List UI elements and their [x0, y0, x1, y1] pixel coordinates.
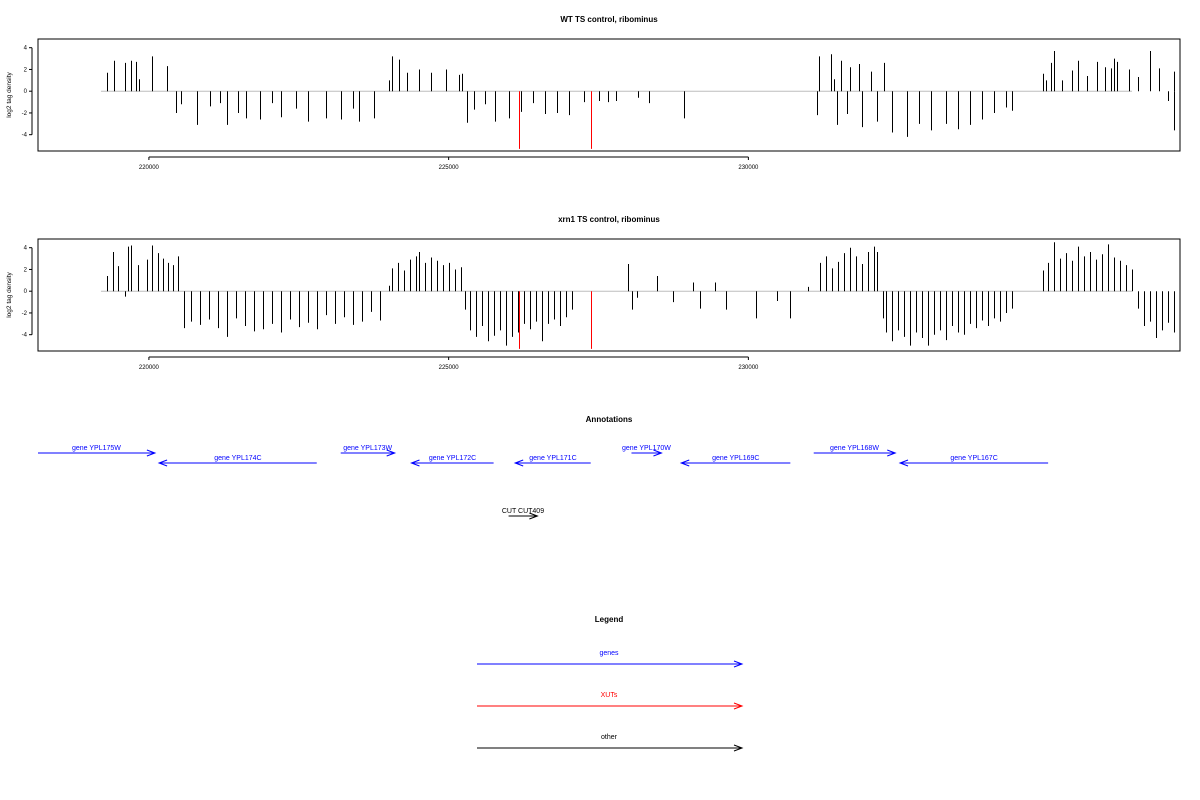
- x-tick-label: 225000: [439, 365, 460, 371]
- panel-title: xrn1 TS control, ribominus: [558, 215, 660, 224]
- arrow-head: [410, 459, 420, 467]
- axes: 4 2 0 -2 -4 220000 225000 230000: [22, 246, 759, 371]
- axes: 4 2 0 -2 -4 220000 225000 230000: [22, 46, 759, 171]
- x-tick-label: 225000: [439, 165, 460, 171]
- annotation-label: CUT CUT409: [502, 508, 544, 515]
- arrow-head: [733, 702, 744, 710]
- plot-frame: [37, 38, 1181, 152]
- annotation-gene-ypl168w: gene YPL168W: [813, 445, 897, 457]
- panel-title: WT TS control, ribominus: [560, 15, 658, 24]
- annotation-gene-ypl175w: gene YPL175W: [38, 445, 157, 457]
- xrn1-ts-control-panel: xrn1 TS control, ribominus log2 tag dens…: [6, 215, 1181, 371]
- y-tick-label: 0: [24, 289, 28, 295]
- bar-series: [100, 50, 1175, 149]
- annotation-gene-ypl169c: gene YPL169C: [679, 455, 791, 467]
- y-tick-label: 0: [24, 89, 28, 95]
- arrow-head: [653, 449, 663, 457]
- annotation-label: gene YPL175W: [72, 445, 121, 452]
- legend-title: Legend: [595, 615, 624, 624]
- annotation-label: gene YPL170W: [622, 445, 671, 452]
- y-tick-label: -4: [22, 133, 28, 139]
- legend: Legend genes XUTs other: [477, 615, 744, 752]
- arrow-head: [733, 744, 744, 752]
- arrow-head: [887, 449, 897, 457]
- annotation-gene-ypl174c: gene YPL174C: [157, 455, 317, 467]
- legend-items: genes XUTs other: [477, 650, 744, 752]
- legend-item-genes: genes: [477, 650, 744, 668]
- y-tick-label: 2: [24, 67, 28, 73]
- plot-frame: [37, 238, 1181, 352]
- legend-label: genes: [599, 650, 619, 657]
- arrow-head: [386, 449, 397, 457]
- y-axis-label: log2 tag density: [6, 271, 13, 317]
- y-axis-label: log2 tag density: [6, 71, 13, 117]
- y-tick-label: -2: [22, 111, 28, 117]
- x-tick-label: 220000: [139, 165, 160, 171]
- y-tick-label: -4: [22, 333, 28, 339]
- arrow-head: [679, 459, 690, 467]
- arrow-head: [529, 512, 539, 520]
- annotation-label: gene YPL168W: [830, 445, 879, 452]
- annotation-label: gene YPL173W: [343, 445, 392, 452]
- annotation-gene-ypl173w: gene YPL173W: [340, 445, 397, 457]
- annotation-label: gene YPL169C: [712, 455, 759, 462]
- annotation-gene-ypl167c: gene YPL167C: [898, 455, 1049, 467]
- x-tick-label: 230000: [738, 165, 759, 171]
- arrow-head: [157, 459, 168, 467]
- wt-ts-control-panel: WT TS control, ribominus log2 tag densit…: [6, 15, 1181, 171]
- y-tick-label: -2: [22, 311, 28, 317]
- arrow-head: [146, 449, 157, 457]
- annotation-gene-ypl171c: gene YPL171C: [513, 455, 591, 467]
- arrow-head: [898, 459, 909, 467]
- annotation-label: gene YPL171C: [529, 455, 576, 462]
- x-tick-label: 220000: [139, 365, 160, 371]
- annotation-label: gene YPL172C: [429, 455, 476, 462]
- y-tick-label: 2: [24, 267, 28, 273]
- annotation-arrows: gene YPL175W gene YPL174C gene YPL173W gene…: [38, 445, 1049, 520]
- legend-item-other: other: [477, 734, 744, 752]
- y-tick-label: 4: [24, 46, 28, 52]
- legend-item-xuts: XUTs: [477, 692, 744, 710]
- arrow-head: [733, 660, 744, 668]
- annotation-gene-ypl170w: gene YPL170W: [622, 445, 671, 457]
- bar-series: [100, 242, 1175, 349]
- annotation-label: gene YPL167C: [950, 455, 997, 462]
- annotation-cut-cut409: CUT CUT409: [502, 508, 544, 520]
- x-tick-label: 230000: [738, 365, 759, 371]
- arrow-head: [513, 459, 524, 467]
- annotations-title: Annotations: [586, 415, 633, 424]
- annotation-label: gene YPL174C: [214, 455, 261, 462]
- legend-label: other: [601, 734, 618, 741]
- legend-label: XUTs: [601, 692, 618, 699]
- annotation-gene-ypl172c: gene YPL172C: [410, 455, 494, 467]
- y-tick-label: 4: [24, 246, 28, 252]
